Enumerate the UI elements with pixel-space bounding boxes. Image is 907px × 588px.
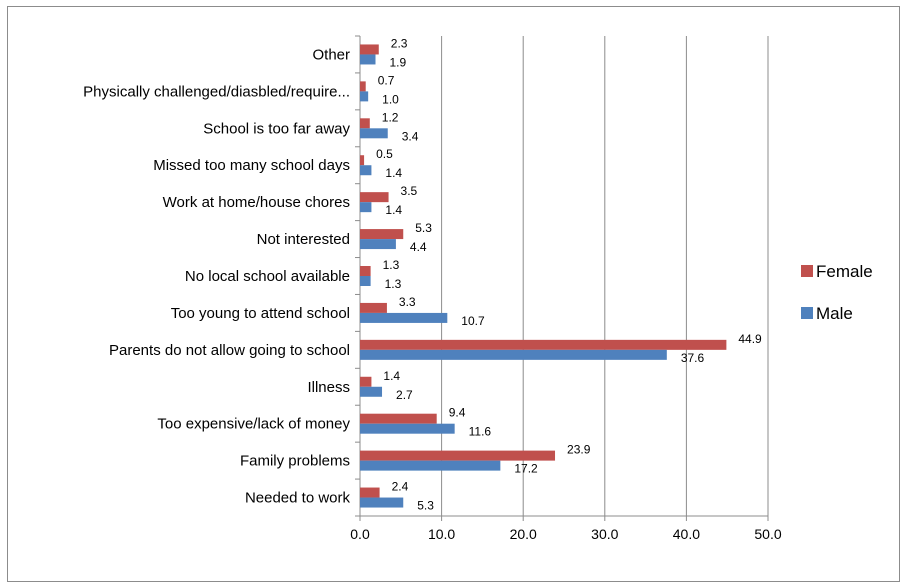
data-label-female: 23.9 [567,443,591,457]
category-label: School is too far away [203,120,350,137]
x-tick-label: 40.0 [673,526,700,542]
bar-male [360,460,501,471]
legend-swatch-female [801,265,813,277]
bar-female [360,266,371,276]
data-label-female: 2.3 [391,36,408,50]
data-label-female: 1.4 [383,369,400,383]
data-label-male: 2.7 [396,388,413,402]
bar-female [360,450,556,461]
bar-male [360,54,376,65]
data-label-female: 44.9 [738,332,762,346]
x-tick-label: 0.0 [350,526,370,542]
category-label: Too young to attend school [171,305,350,322]
category-label: Family problems [240,453,350,470]
category-label: Too expensive/lack of money [157,416,350,433]
bar-female [360,81,366,92]
data-label-female: 0.7 [378,73,395,87]
data-label-male: 17.2 [514,462,538,476]
bar-male [360,386,383,397]
bar-male [360,497,404,508]
bar-female [360,376,372,387]
data-label-male: 4.4 [410,240,427,254]
bar-male [360,312,448,323]
data-label-male: 37.6 [681,351,705,365]
data-label-female: 3.5 [401,184,418,198]
data-label-male: 5.3 [417,499,434,513]
data-label-female: 2.4 [392,480,409,494]
data-label-female: 3.3 [399,295,416,309]
bar-male [360,423,455,434]
x-tick-label: 50.0 [754,526,781,542]
category-label: No local school available [185,268,350,285]
data-label-male: 1.4 [385,166,402,180]
bar-female [360,413,437,424]
category-label: Physically challenged/diasbled/require..… [83,83,350,100]
legend-label-male: Male [816,304,853,323]
data-label-male: 10.7 [461,314,485,328]
bar-female [360,487,380,498]
category-label: Other [312,46,350,63]
bar-male [360,91,369,102]
bar-female [360,302,387,313]
data-label-female: 1.3 [383,258,400,272]
bar-male [360,239,396,250]
x-tick-label: 10.0 [428,526,455,542]
data-label-male: 1.0 [382,92,399,106]
bar-male [360,128,388,139]
chart-frame: 0.0 10.0 20.0 30.0 40.0 50.0 Needed to work 2.4… [7,6,900,582]
legend-swatch-male [801,307,813,319]
bar-male [360,202,372,213]
bar-female [360,44,379,55]
category-label: Missed too many school days [153,157,350,174]
x-tick-label: 30.0 [591,526,618,542]
bar-female [360,155,365,166]
category-label: Work at home/house chores [163,194,350,211]
data-label-female: 9.4 [449,406,466,420]
bar-male [360,276,371,286]
category-label: Not interested [257,231,350,248]
bar-chart: 0.0 10.0 20.0 30.0 40.0 50.0 Needed to work 2.4… [83,35,873,542]
bar-male [360,349,667,360]
category-label: Illness [307,379,350,396]
data-label-male: 1.3 [385,277,402,291]
bar-female [360,192,389,203]
data-label-female: 1.2 [382,110,399,124]
legend-label-female: Female [816,262,873,281]
category-label: Parents do not allow going to school [109,342,350,359]
data-label-male: 3.4 [402,129,419,143]
bar-female [360,229,404,240]
bar-female [360,339,727,350]
category-label: Needed to work [245,490,351,507]
data-label-female: 5.3 [415,221,432,235]
bar-female [360,118,370,129]
data-label-female: 0.5 [376,147,393,161]
bar-male [360,165,372,176]
x-tick-label: 20.0 [510,526,537,542]
data-label-male: 1.9 [390,55,407,69]
data-label-male: 11.6 [469,425,492,439]
data-label-male: 1.4 [385,203,402,217]
